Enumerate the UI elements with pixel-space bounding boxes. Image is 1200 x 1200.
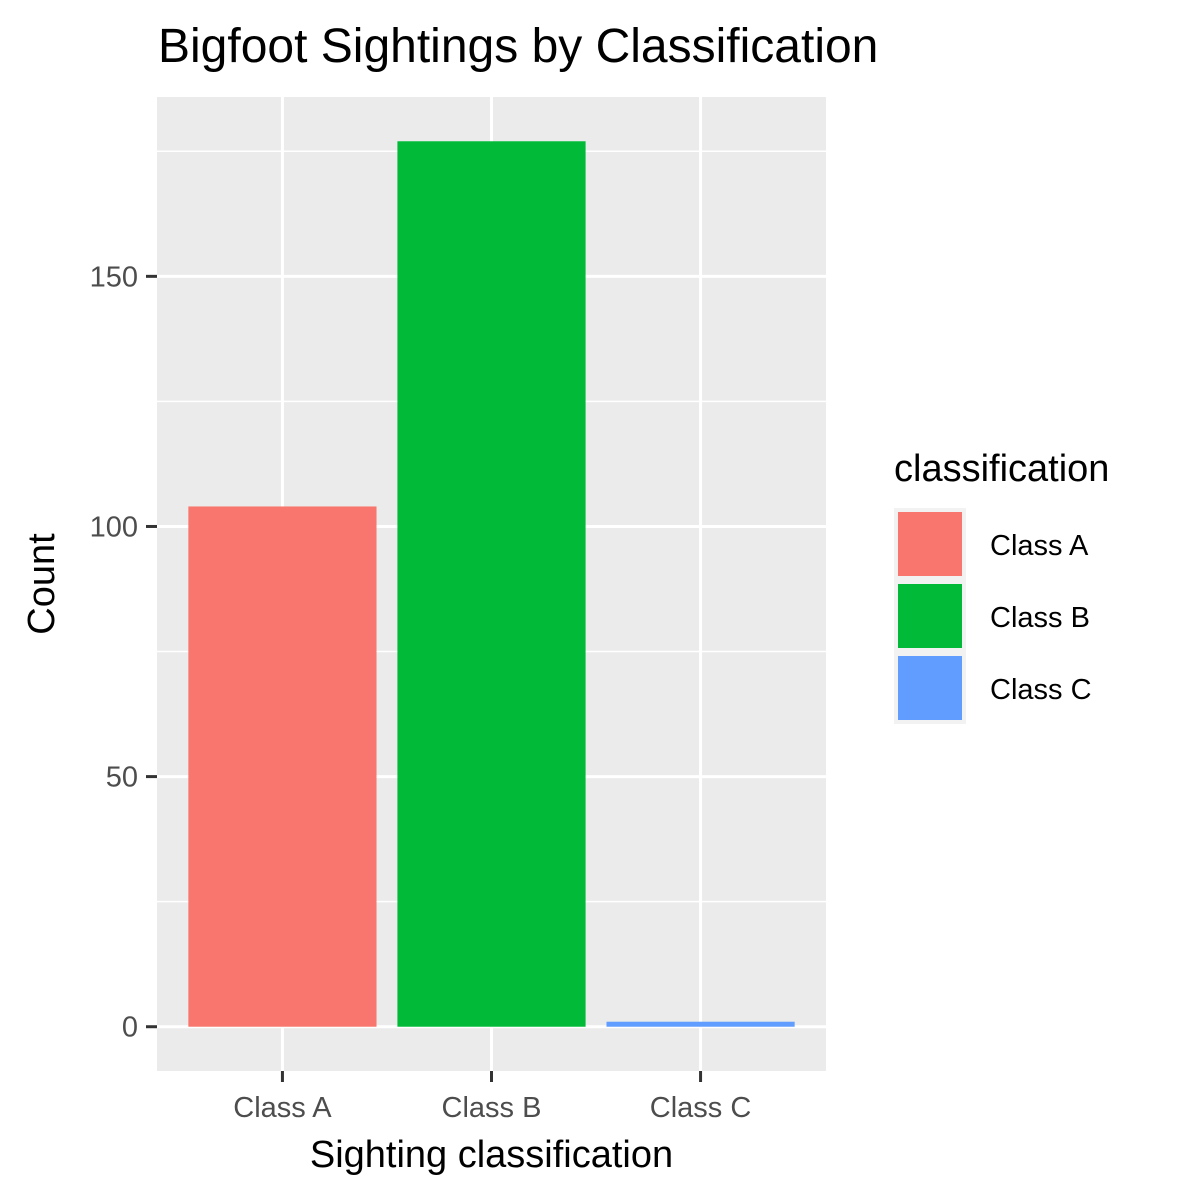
x-tick-label: Class C: [650, 1092, 752, 1124]
y-axis: 0 50 100 150: [90, 261, 157, 1044]
y-tick-label: 100: [90, 511, 138, 543]
x-axis-title: Sighting classification: [310, 1134, 673, 1176]
chart-title: Bigfoot Sightings by Classification: [158, 20, 878, 73]
legend-swatch: [898, 656, 962, 720]
bar-class-a: [188, 506, 377, 1027]
y-tick-label: 50: [106, 762, 138, 794]
legend-label: Class C: [990, 674, 1092, 706]
bar-class-c: [606, 1021, 795, 1027]
x-tick-label: Class B: [442, 1092, 542, 1124]
legend-title: classification: [894, 448, 1109, 490]
bar-class-b: [397, 141, 586, 1027]
x-axis: Class A Class B Class C: [233, 1071, 751, 1124]
bars: [188, 141, 795, 1027]
legend-swatch: [898, 584, 962, 648]
legend-swatch: [898, 512, 962, 576]
legend-label: Class A: [990, 530, 1089, 562]
y-tick-label: 0: [122, 1012, 138, 1044]
y-axis-title: Count: [21, 533, 63, 635]
x-tick-label: Class A: [233, 1092, 332, 1124]
legend-label: Class B: [990, 602, 1090, 634]
legend: classification Class A Class B Class C: [894, 448, 1109, 724]
y-tick-label: 150: [90, 261, 138, 293]
